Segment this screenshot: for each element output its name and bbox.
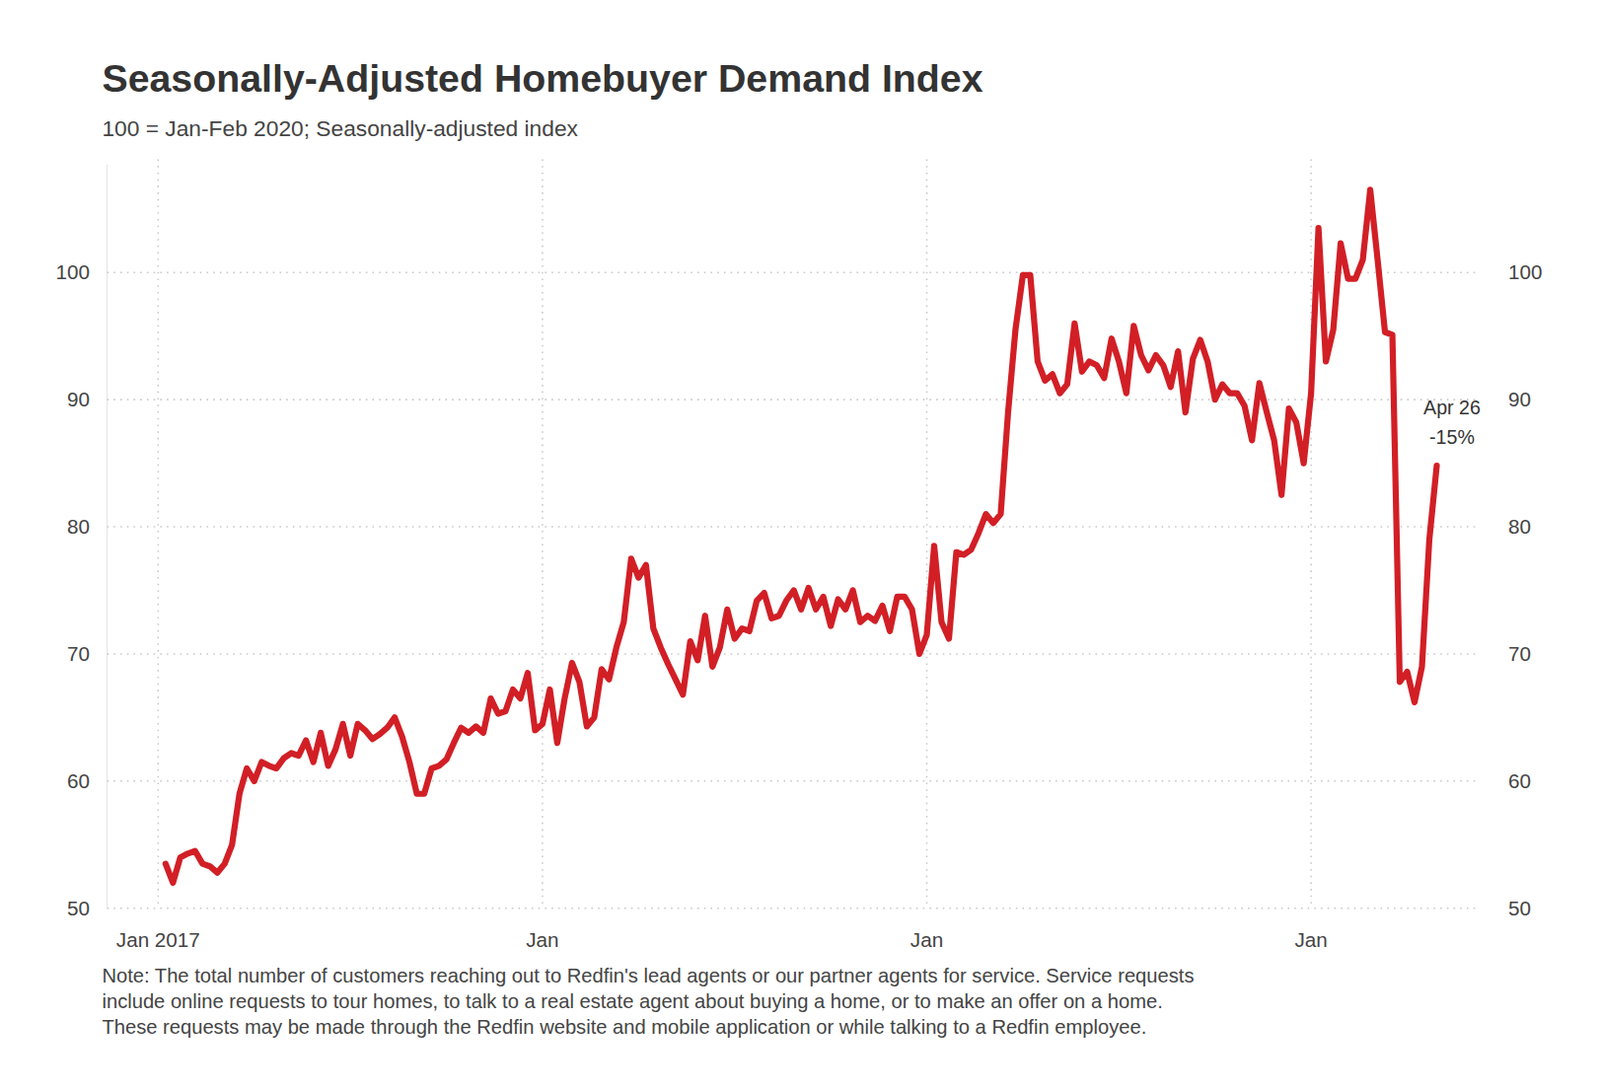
y-tick-label-right: 50	[1508, 896, 1531, 920]
grid-line	[107, 525, 1480, 528]
note: include online requests to tour homes, t…	[101, 990, 1163, 1013]
annotation: -15%	[1429, 426, 1475, 448]
x-tick-label: Jan 2017	[116, 928, 201, 951]
note: Note: The total number of customers reac…	[101, 964, 1194, 987]
y-tick-label: 90	[67, 387, 90, 411]
y-tick-label-right: 60	[1508, 769, 1531, 793]
y-tick-label-right: 90	[1508, 387, 1531, 411]
grid-line-x	[157, 158, 160, 908]
y-tick-label: 60	[67, 769, 90, 793]
grid-line-x	[541, 158, 544, 908]
grid-line-x	[926, 158, 929, 908]
grid-line	[107, 653, 1480, 655]
y-tick-label-right: 70	[1508, 642, 1531, 665]
x-tick-label: Jan	[525, 928, 559, 951]
demand-line	[165, 189, 1438, 883]
subtitle: 100 = Jan-Feb 2020; Seasonally-adjusted …	[101, 115, 579, 142]
annotation: Apr 26	[1423, 396, 1481, 419]
grid-line	[107, 907, 1480, 910]
title: Seasonally-Adjusted Homebuyer Demand Ind…	[101, 56, 983, 100]
note: These requests may be made through the R…	[101, 1016, 1147, 1038]
x-tick-label: Jan	[910, 928, 944, 951]
grid-line-x	[1309, 158, 1312, 908]
y-tick-label: 80	[67, 514, 90, 538]
y-tick-label: 50	[67, 896, 90, 920]
grid-line	[107, 398, 1480, 401]
plot-area	[165, 189, 1438, 883]
x-tick-label: Jan	[1294, 928, 1327, 951]
y-tick-label-right: 100	[1508, 260, 1543, 284]
chart: Seasonally-Adjusted Homebuyer Demand Ind…	[0, 0, 1600, 1091]
y-tick-label-right: 80	[1508, 514, 1531, 538]
y-tick-label: 100	[56, 260, 90, 284]
y-axis-line	[106, 164, 108, 909]
y-tick-label: 70	[67, 642, 90, 665]
grid-line	[107, 780, 1480, 783]
grid-line	[107, 271, 1480, 274]
